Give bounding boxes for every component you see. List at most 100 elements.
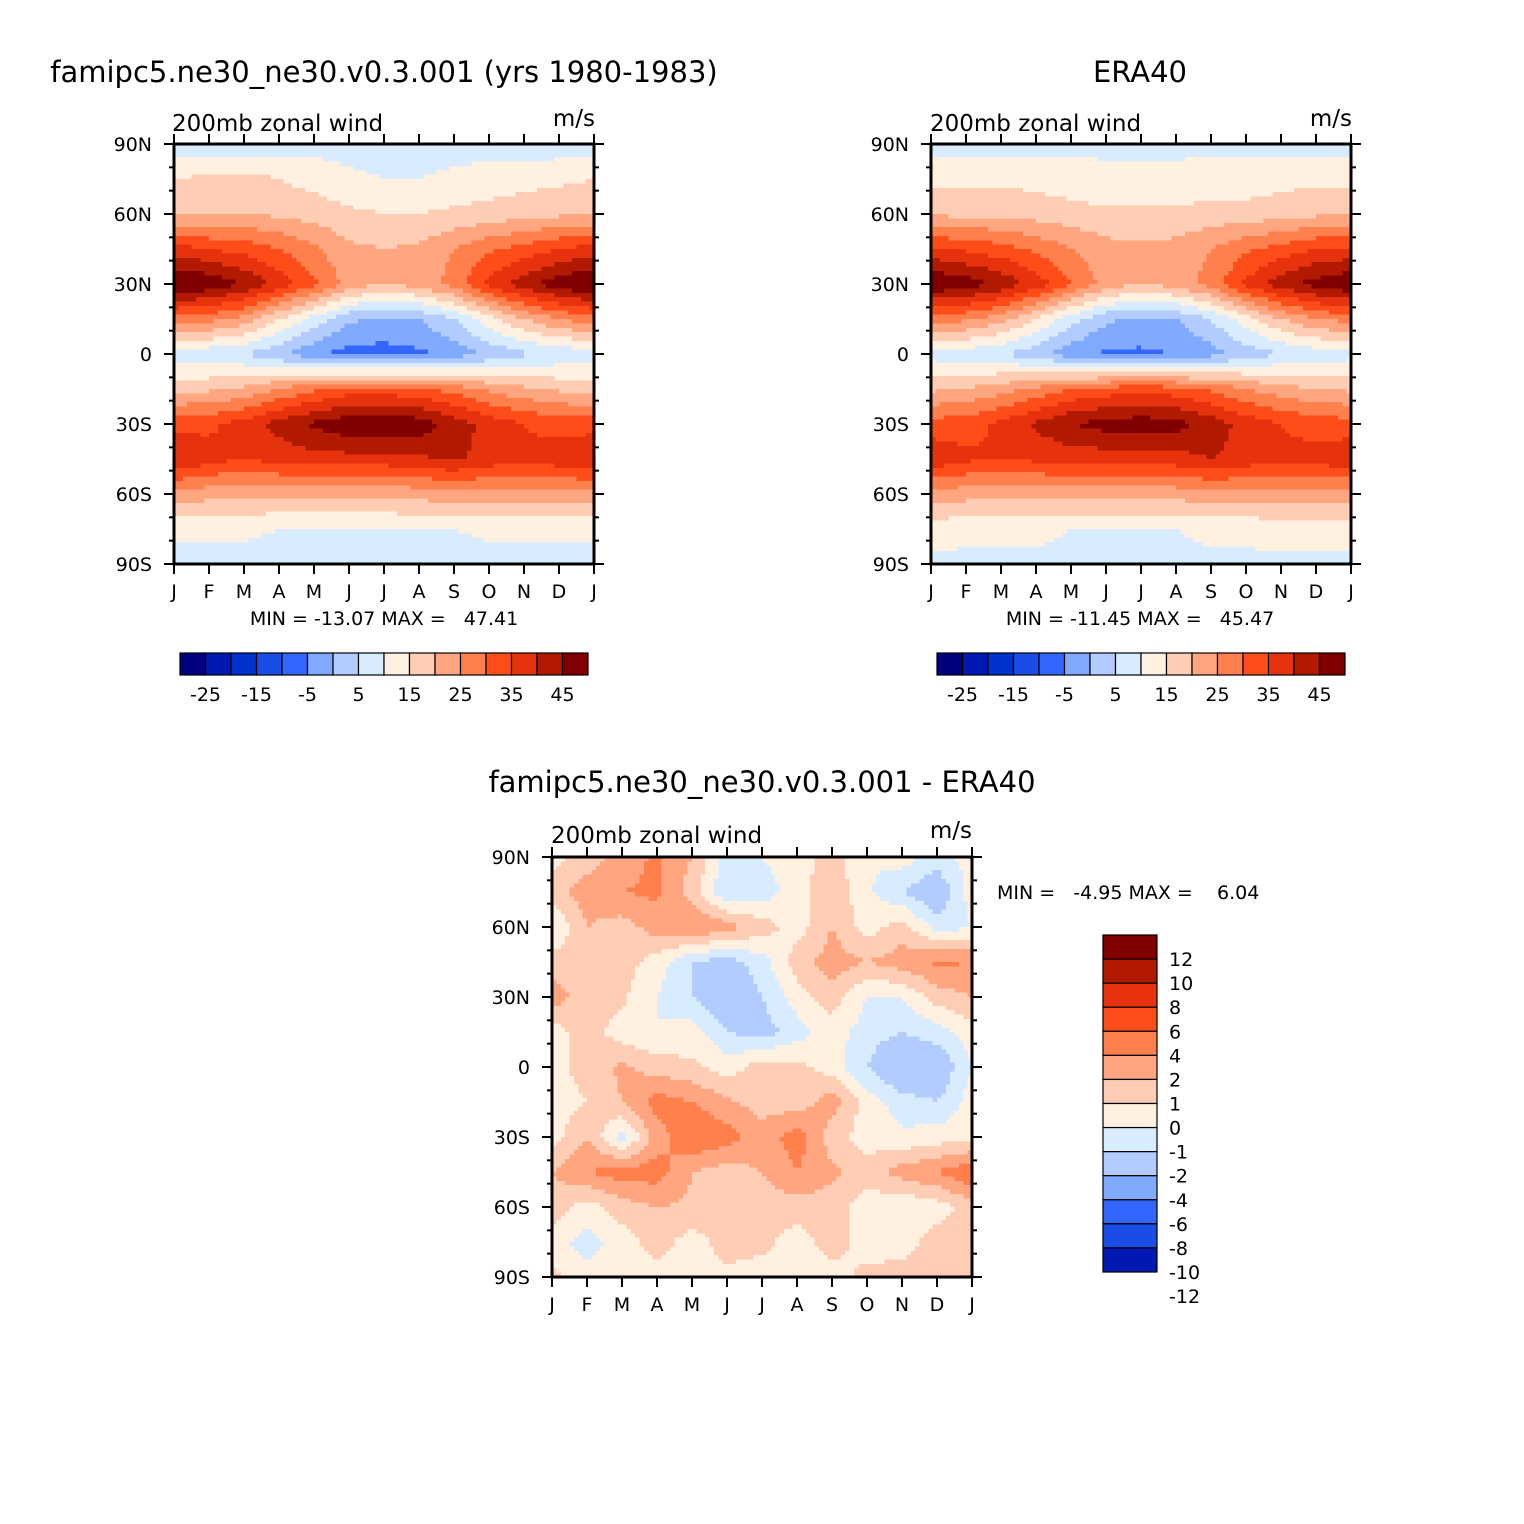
model-field-cell [449,279,455,285]
model-field-cell [545,354,551,359]
model-field-cell [541,297,547,303]
model-field-cell [585,157,591,163]
model-field-cell [427,301,433,307]
model-field-cell [567,279,573,285]
model-field-cell [362,253,368,259]
model-field-cell [309,305,315,311]
model-field-cell [305,227,311,233]
model-field-cell [528,231,534,237]
model-field-cell [432,148,438,154]
model-field-cell [191,275,197,281]
model-field-cell [392,257,398,263]
model-field-cell [432,244,438,250]
model-field-cell [340,183,346,189]
model-field-cell [436,192,442,198]
model-field-cell [204,214,210,219]
model-field-cell [353,310,359,316]
model-field-cell [572,349,578,355]
model-field-cell [366,253,372,259]
model-field-cell [524,179,529,184]
model-field-cell [257,340,263,346]
model-field-cell [427,183,433,189]
model-field-cell [178,174,184,180]
model-field-cell [427,200,433,206]
model-field-cell [375,362,381,368]
model-field-cell [182,161,188,167]
model-field-cell [550,358,556,364]
model-field-cell [506,152,512,158]
model-field-cell [445,354,451,359]
model-field-cell [554,358,560,364]
model-field-cell [182,279,188,285]
model-field-cell [554,349,560,355]
model-field-cell [545,266,551,272]
model-field-cell [419,196,424,202]
model-field-cell [419,257,424,263]
model-field-cell [235,205,241,211]
model-field-cell [257,179,263,184]
model-field-cell [484,231,490,237]
model-field-cell [248,262,254,268]
model-field-cell [419,240,424,246]
model-field-cell [279,209,284,215]
model-field-cell [506,262,512,268]
model-field-cell [283,340,289,346]
model-field-cell [423,227,429,233]
model-field-cell [519,222,525,228]
model-field-cell [576,157,582,163]
model-field-cell [335,266,341,272]
model-field-cell [349,301,354,307]
model-field-cell [265,257,271,263]
model-field-cell [375,187,381,193]
model-field-cell [589,157,595,163]
model-field-cell [344,314,350,320]
model-field-cell [379,174,385,180]
model-field-cell [239,305,245,311]
model-field-cell [174,270,179,276]
model-field-cell [567,323,573,329]
model-field-cell [209,345,214,351]
model-field-cell [248,209,254,215]
model-field-cell [449,231,455,237]
model-field-cell [279,297,284,303]
model-field-cell [296,270,302,276]
model-field-cell [213,270,219,276]
model-field-cell [279,174,284,180]
model-field-cell [335,288,341,294]
model-field-cell [414,187,420,193]
model-field-cell [541,288,547,294]
model-field-cell [440,249,446,254]
obs-main-title: ERA40 [1093,55,1187,89]
model-field-cell [222,205,228,211]
model-field-cell [576,222,582,228]
model-field-cell [537,249,543,254]
model-field-cell [292,205,298,211]
model-field-cell [388,179,394,184]
model-field-cell [322,354,328,359]
model-field-cell [519,170,525,176]
model-field-cell [502,157,508,163]
model-field-cell [213,165,219,171]
model-field-cell [467,323,473,329]
model-field-cell [462,336,468,342]
model-field-cell [187,279,193,285]
model-field-cell [191,270,197,276]
model-field-cell [480,214,486,219]
model-field-cell [191,222,197,228]
model-field-cell [563,192,569,198]
model-field-cell [410,319,416,324]
model-field-cell [187,327,193,333]
model-field-cell [388,275,394,281]
model-field-cell [510,340,516,346]
model-field-cell [554,249,560,254]
model-field-cell [388,345,394,351]
model-field-cell [213,179,219,184]
model-field-cell [314,227,319,233]
model-field-cell [475,249,481,254]
model-field-cell [322,161,328,167]
model-field-cell [384,266,389,272]
model-field-cell [331,231,337,237]
model-field-cell [265,157,271,163]
model-field-cell [265,179,271,184]
model-field-cell [541,266,547,272]
